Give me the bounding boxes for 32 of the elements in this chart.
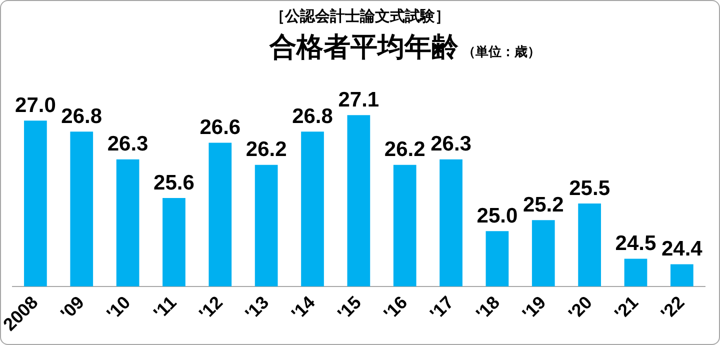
x-tick-label: '20 [564,292,596,324]
x-tick-label: '18 [472,292,504,324]
x-tick-label: '19 [518,292,550,324]
data-label: 25.5 [569,176,610,200]
data-label: 26.8 [61,104,102,128]
data-label: 26.8 [292,104,334,128]
chart-subtitle: ［公認会計士論文式試験］ [269,7,451,26]
x-tick-label: '09 [56,292,88,324]
x-tick-label: '13 [241,292,273,324]
data-label: 26.3 [430,132,472,156]
x-tick-label: '22 [656,292,688,324]
data-label: 26.6 [200,116,241,140]
x-tick-label: '11 [150,292,180,323]
data-label: 25.0 [476,204,518,228]
data-label: 26.3 [107,132,148,156]
data-label: 25.6 [154,171,194,194]
data-label: 27.1 [338,88,380,112]
chart-title: 合格者平均年齢 [270,32,458,62]
x-tick-label: '10 [102,292,134,324]
data-label: 26.2 [246,138,287,162]
data-label: 25.2 [522,193,564,216]
x-tick-label: '16 [380,292,412,324]
x-tick-label: '14 [288,292,319,324]
x-tick-label: '15 [334,292,366,324]
x-tick-label: '21 [610,292,642,324]
text: （単位：歳） [462,44,540,59]
data-label: 24.5 [615,232,656,256]
data-label: 26.2 [384,138,426,162]
data-label: 27.0 [15,94,56,117]
x-tick-label: '17 [426,292,458,324]
x-tick-label: '12 [195,292,226,324]
data-label: 24.4 [661,238,703,261]
